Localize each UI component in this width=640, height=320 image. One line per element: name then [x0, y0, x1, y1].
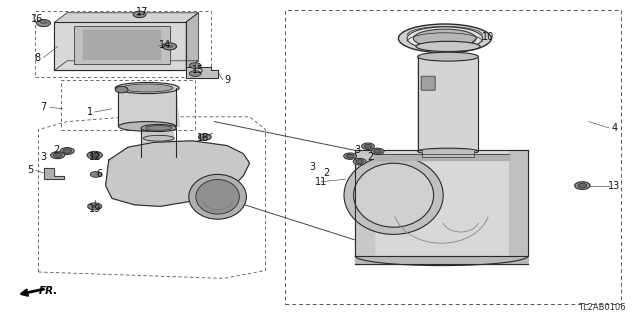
Text: FR.: FR.: [38, 285, 58, 296]
Circle shape: [578, 183, 587, 188]
Text: 3: 3: [354, 145, 360, 156]
Circle shape: [87, 151, 102, 159]
Polygon shape: [106, 141, 250, 206]
Polygon shape: [374, 154, 509, 160]
Ellipse shape: [413, 29, 476, 48]
Polygon shape: [141, 128, 176, 157]
Text: 11: 11: [315, 177, 328, 187]
Circle shape: [90, 204, 99, 209]
Text: TL2AB0106: TL2AB0106: [579, 303, 626, 312]
Polygon shape: [83, 30, 160, 59]
Ellipse shape: [145, 125, 172, 131]
Polygon shape: [74, 26, 170, 64]
Text: 14: 14: [159, 40, 172, 51]
Polygon shape: [118, 88, 179, 126]
Circle shape: [201, 135, 209, 139]
Polygon shape: [44, 168, 64, 179]
FancyBboxPatch shape: [421, 76, 435, 90]
Text: 12: 12: [88, 152, 101, 162]
Ellipse shape: [115, 82, 179, 93]
Text: 15: 15: [192, 65, 205, 75]
Circle shape: [51, 152, 65, 159]
Text: 7: 7: [40, 102, 47, 112]
Circle shape: [353, 158, 366, 165]
Ellipse shape: [354, 163, 434, 227]
Circle shape: [163, 43, 177, 50]
Circle shape: [344, 153, 356, 159]
Ellipse shape: [344, 156, 444, 234]
Polygon shape: [509, 150, 528, 256]
Circle shape: [364, 144, 372, 148]
Circle shape: [371, 148, 384, 155]
Circle shape: [374, 149, 381, 153]
Circle shape: [356, 160, 364, 164]
Text: 2: 2: [367, 152, 373, 162]
Circle shape: [136, 12, 143, 16]
Ellipse shape: [189, 174, 246, 219]
Polygon shape: [418, 55, 478, 153]
Text: 5: 5: [28, 165, 34, 175]
Text: 9: 9: [224, 75, 230, 85]
Circle shape: [346, 154, 354, 158]
Bar: [35, 11, 211, 77]
Text: 16: 16: [31, 13, 44, 24]
Ellipse shape: [141, 124, 177, 132]
Text: 19: 19: [88, 204, 101, 214]
Circle shape: [575, 182, 590, 189]
Text: 6: 6: [96, 169, 102, 180]
Circle shape: [90, 172, 102, 177]
Circle shape: [362, 143, 374, 149]
Ellipse shape: [196, 180, 239, 214]
Polygon shape: [422, 150, 474, 157]
Circle shape: [189, 71, 201, 76]
Polygon shape: [54, 13, 198, 22]
Circle shape: [40, 21, 47, 25]
Circle shape: [198, 134, 211, 140]
Polygon shape: [355, 256, 528, 264]
Circle shape: [165, 44, 174, 49]
Ellipse shape: [418, 52, 479, 61]
Circle shape: [115, 86, 128, 93]
Ellipse shape: [122, 84, 173, 92]
Text: 2: 2: [323, 168, 330, 178]
Ellipse shape: [418, 148, 479, 155]
Ellipse shape: [407, 27, 483, 50]
Circle shape: [90, 153, 99, 157]
Polygon shape: [374, 150, 509, 256]
Circle shape: [60, 148, 74, 155]
Text: 8: 8: [34, 52, 40, 63]
Polygon shape: [186, 67, 218, 78]
Ellipse shape: [143, 135, 174, 141]
Bar: [285, 10, 621, 304]
Text: 17: 17: [136, 7, 148, 17]
Text: 18: 18: [197, 132, 210, 143]
Text: 3: 3: [309, 162, 316, 172]
Bar: [61, 80, 195, 130]
Polygon shape: [54, 61, 198, 70]
Ellipse shape: [398, 24, 492, 53]
Text: 13: 13: [608, 180, 621, 191]
Circle shape: [88, 203, 102, 210]
Text: 4: 4: [611, 123, 618, 133]
Polygon shape: [186, 13, 198, 70]
Circle shape: [189, 63, 201, 68]
Circle shape: [133, 11, 146, 18]
Circle shape: [63, 149, 72, 153]
Polygon shape: [355, 150, 374, 256]
Circle shape: [53, 153, 62, 157]
Text: 1: 1: [86, 107, 93, 117]
Text: 2: 2: [53, 145, 60, 156]
Polygon shape: [54, 22, 186, 70]
Circle shape: [36, 20, 51, 27]
Ellipse shape: [118, 122, 176, 131]
Text: 3: 3: [40, 152, 47, 162]
Text: 10: 10: [481, 32, 494, 42]
Ellipse shape: [416, 41, 480, 52]
